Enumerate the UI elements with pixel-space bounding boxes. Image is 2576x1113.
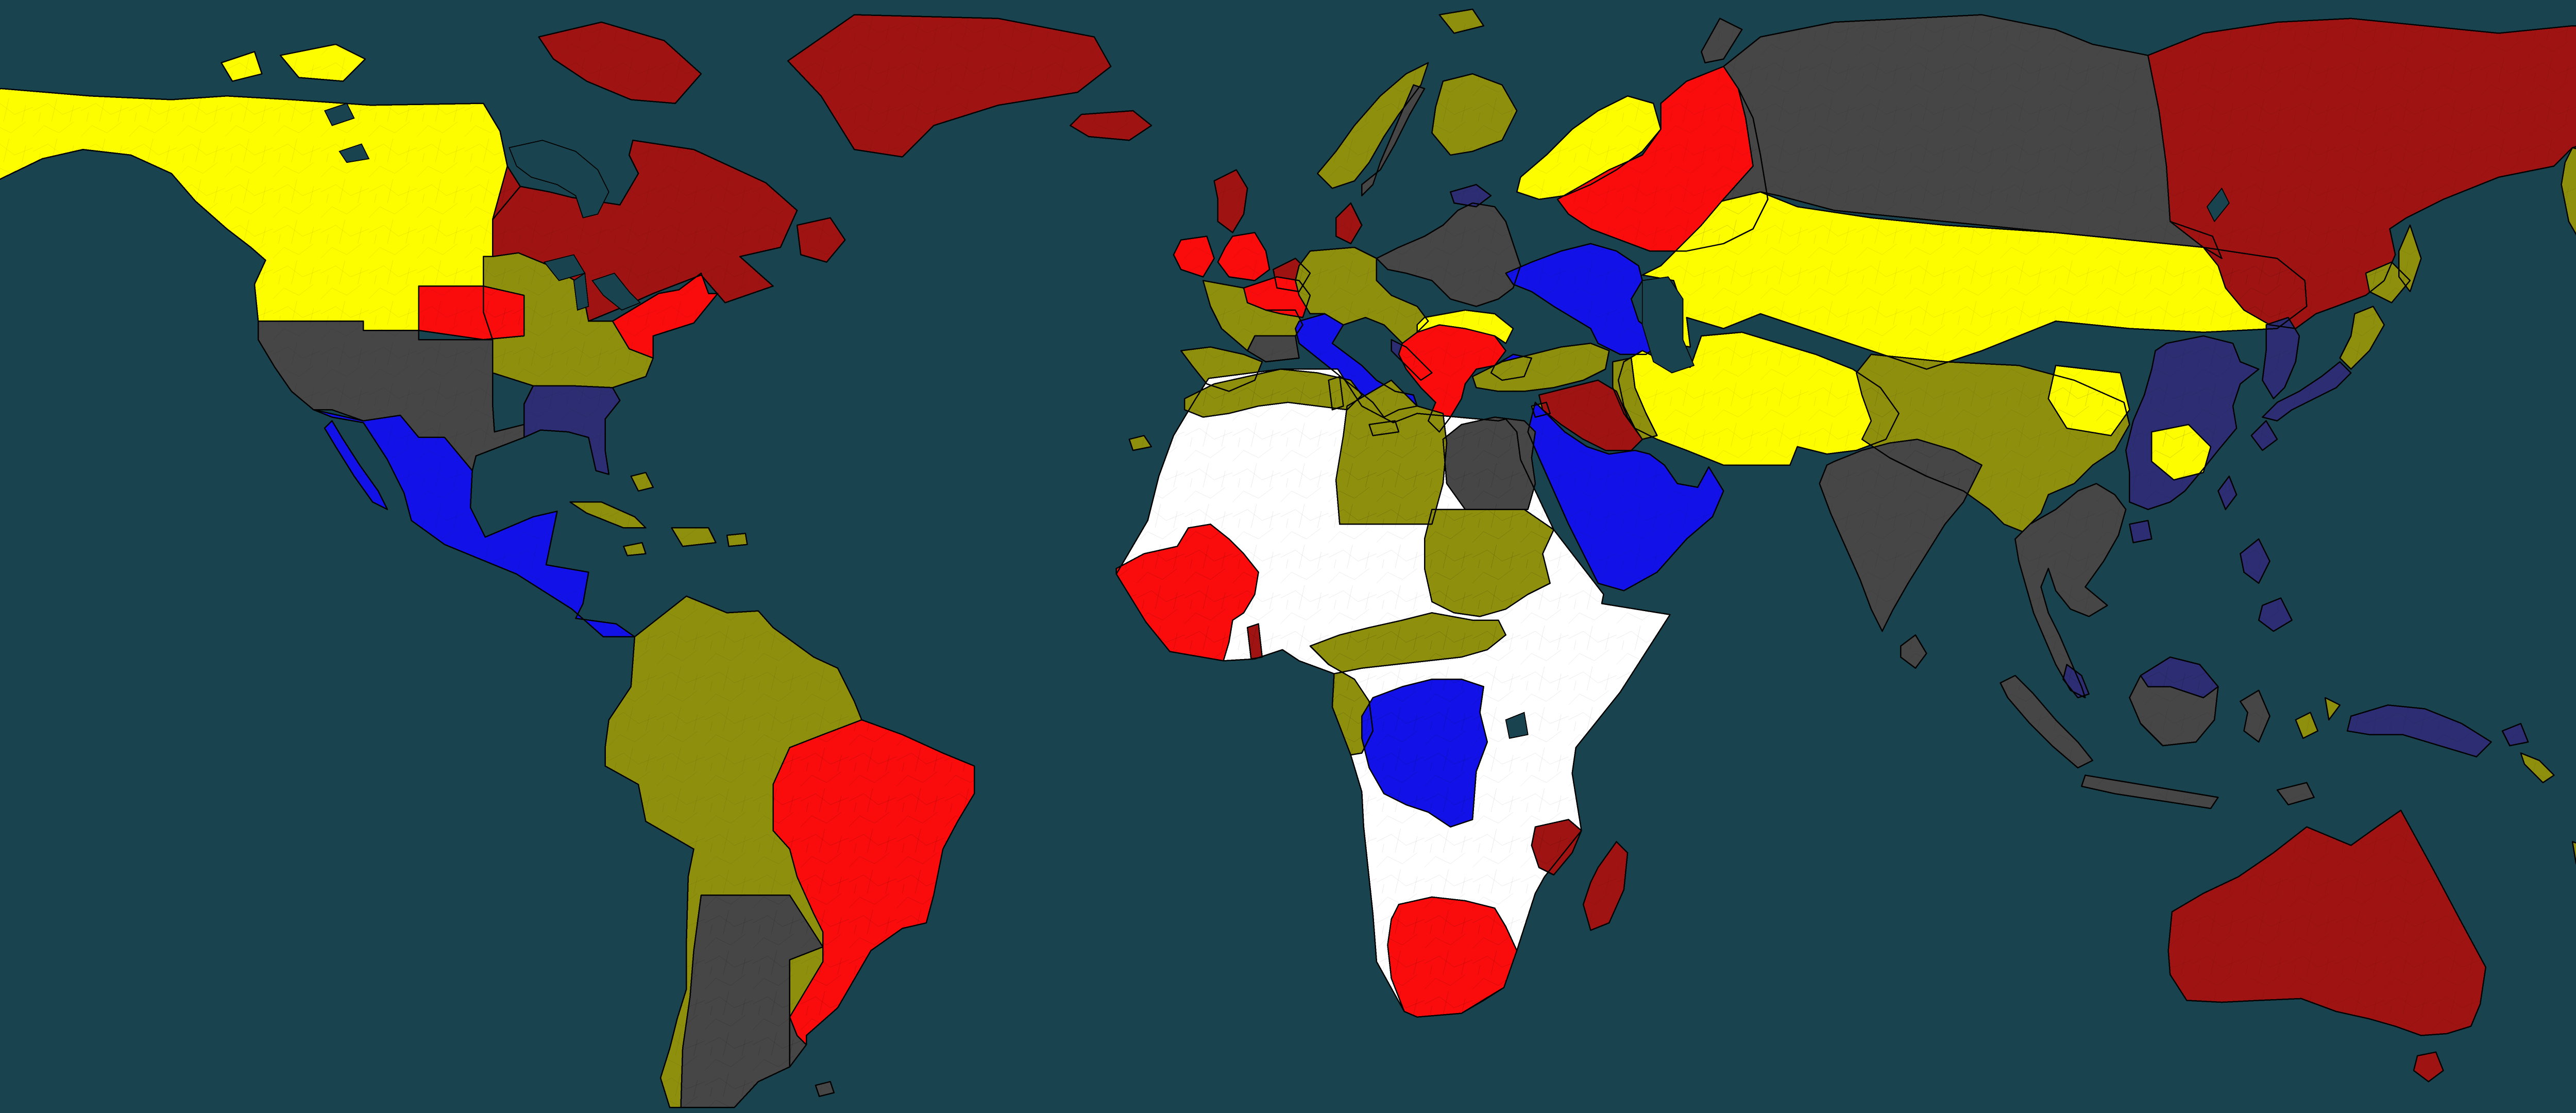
great-slave-lake xyxy=(338,143,370,163)
great-lakes-michigan xyxy=(573,272,589,311)
region-us-plains-red[interactable] xyxy=(418,285,525,341)
lake-victoria xyxy=(1505,712,1529,739)
inland-water xyxy=(324,103,2230,739)
great-bear-lake xyxy=(324,103,355,126)
great-lakes-erie-ontario xyxy=(591,273,641,311)
hudson-bay xyxy=(509,140,609,218)
caspian-sea xyxy=(1641,276,1695,374)
region-puerto-rico[interactable] xyxy=(726,532,748,547)
region-egypt-gray[interactable] xyxy=(1442,416,1536,510)
region-hainan[interactable] xyxy=(2129,519,2153,544)
lake-baikal xyxy=(2206,187,2230,223)
